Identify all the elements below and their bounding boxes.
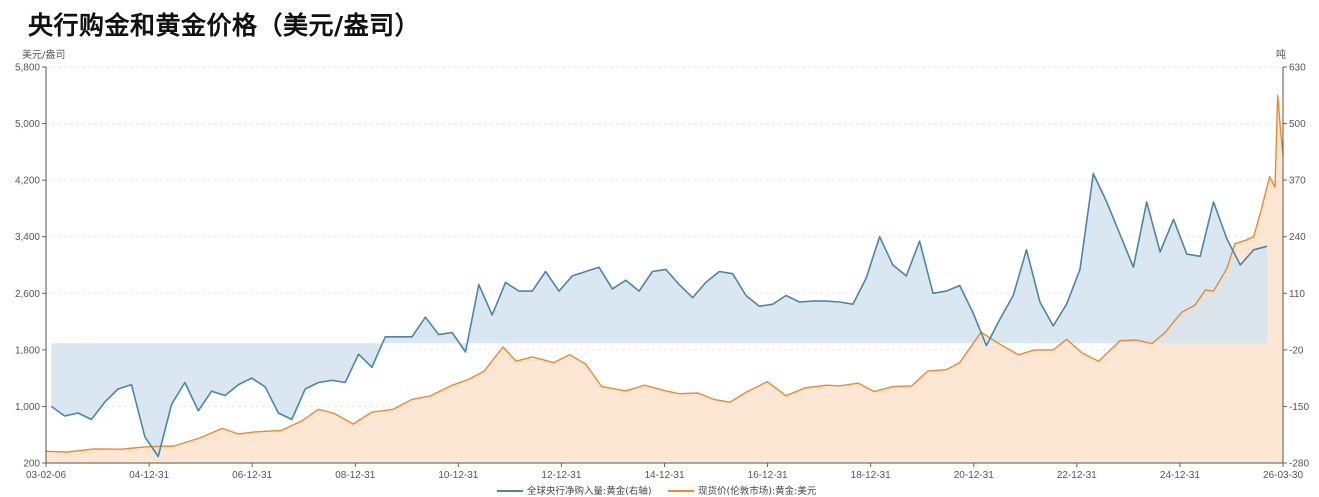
right-tick-label: 240 — [1289, 232, 1306, 243]
axes: 200 -280 1,000 -150 1,800 -20 2,600 110 3,400 240… — [15, 63, 1309, 482]
x-tick-label: 26-03-30 — [1263, 470, 1303, 481]
right-tick-label: -280 — [1289, 459, 1309, 470]
series-areas — [46, 95, 1283, 464]
left-tick-label: 5,800 — [15, 63, 40, 74]
gold-price-area — [46, 95, 1283, 464]
legend: 全球央行净购入量:黄金(右轴) 现货价(伦敦市场):黄金:美元 — [497, 485, 817, 497]
central-bank-line — [50, 172, 1268, 458]
right-tick-label: 370 — [1289, 176, 1306, 187]
x-tick-label: 22-12-31 — [1057, 470, 1097, 481]
left-tick-label: 1,000 — [15, 402, 40, 413]
legend-label-gold-price: 现货价(伦敦市场):黄金:美元 — [698, 485, 817, 497]
gold-price-line — [45, 94, 1284, 453]
series-lines — [45, 94, 1284, 458]
right-tick-label: 500 — [1289, 119, 1306, 130]
left-tick-label: 200 — [23, 459, 40, 470]
right-axis-unit: 吨 — [1276, 48, 1286, 61]
right-tick-label: -150 — [1289, 402, 1309, 413]
x-tick-label: 06-12-31 — [232, 470, 272, 481]
chart-title: 央行购金和黄金价格（美元/盎司） — [28, 11, 421, 40]
x-tick-label: 08-12-31 — [335, 470, 375, 481]
left-axis-unit: 美元/盎司 — [22, 48, 65, 61]
x-tick-label: 24-12-31 — [1160, 470, 1200, 481]
x-tick-label: 18-12-31 — [851, 470, 891, 481]
left-tick-label: 2,600 — [15, 289, 40, 300]
legend-label-central-bank: 全球央行净购入量:黄金(右轴) — [527, 485, 652, 497]
x-tick-label: 12-12-31 — [541, 470, 581, 481]
right-tick-label: 630 — [1289, 63, 1306, 74]
x-tick-label: 10-12-31 — [438, 470, 478, 481]
x-tick-label: 03-02-06 — [26, 470, 66, 481]
left-tick-label: 4,200 — [15, 176, 40, 187]
left-tick-label: 1,800 — [15, 345, 40, 356]
left-tick-label: 3,400 — [15, 232, 40, 243]
right-tick-label: 110 — [1289, 289, 1305, 300]
x-tick-label: 20-12-31 — [954, 470, 994, 481]
x-tick-label: 14-12-31 — [644, 470, 684, 481]
x-tick-label: 04-12-31 — [129, 470, 169, 481]
central-bank-area — [51, 173, 1267, 457]
left-tick-label: 5,000 — [15, 119, 40, 130]
right-tick-label: -20 — [1289, 345, 1304, 356]
x-tick-label: 16-12-31 — [748, 470, 788, 481]
